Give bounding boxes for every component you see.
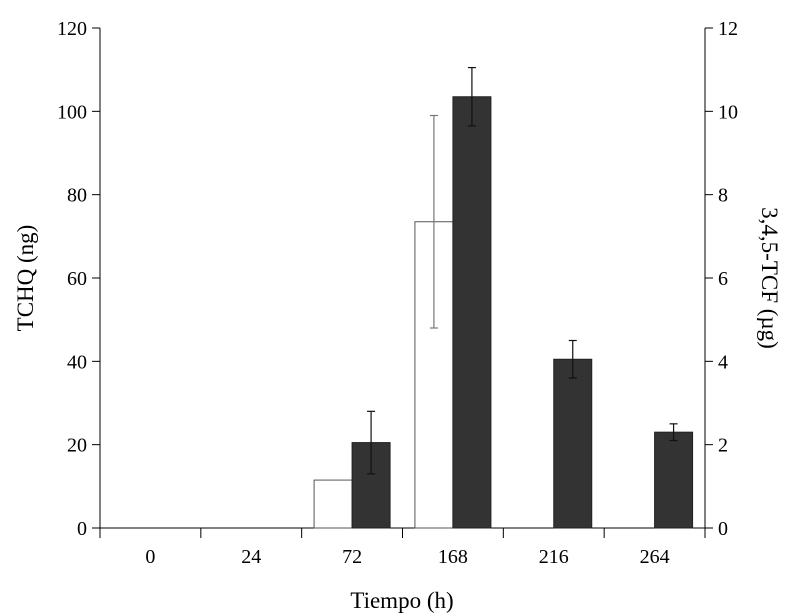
left-tick-label: 20 [67, 435, 87, 457]
x-tick-label: 168 [438, 546, 468, 568]
left-y-axis-title: TCHQ (ng) [13, 225, 38, 332]
bars-layer [313, 66, 694, 529]
right-y-axis: 0 2 4 6 8 10 12 [704, 18, 738, 540]
right-tick-label: 0 [718, 518, 728, 540]
left-tick-label: 0 [77, 518, 87, 540]
right-tick-label: 6 [718, 268, 728, 290]
x-tick-label: 72 [342, 546, 362, 568]
tcf-bar [452, 96, 492, 529]
left-tick-label: 60 [67, 268, 87, 290]
right-tick-label: 12 [718, 18, 738, 40]
x-tick-label: 0 [145, 546, 155, 568]
x-axis: 0 24 72 168 216 264 [99, 527, 706, 568]
x-tick-label: 264 [640, 546, 670, 568]
left-tick-label: 40 [67, 351, 87, 373]
left-y-axis: 0 20 40 60 80 100 120 [57, 18, 101, 540]
x-axis-title: Tiempo (h) [350, 588, 453, 613]
right-tick-label: 8 [718, 185, 728, 207]
right-tick-label: 2 [718, 435, 728, 457]
right-tick-label: 4 [718, 351, 728, 373]
tcf-bar [553, 358, 593, 529]
tchq-bar [313, 479, 353, 529]
right-tick-label: 10 [718, 101, 738, 123]
tcf-bar [654, 431, 694, 529]
x-tick-label: 216 [539, 546, 569, 568]
left-tick-label: 80 [67, 185, 87, 207]
x-tick-label: 24 [241, 546, 261, 568]
right-y-axis-title: 3,4,5-TCF (µg) [757, 207, 782, 349]
left-tick-label: 100 [57, 101, 87, 123]
left-tick-label: 120 [57, 18, 87, 40]
